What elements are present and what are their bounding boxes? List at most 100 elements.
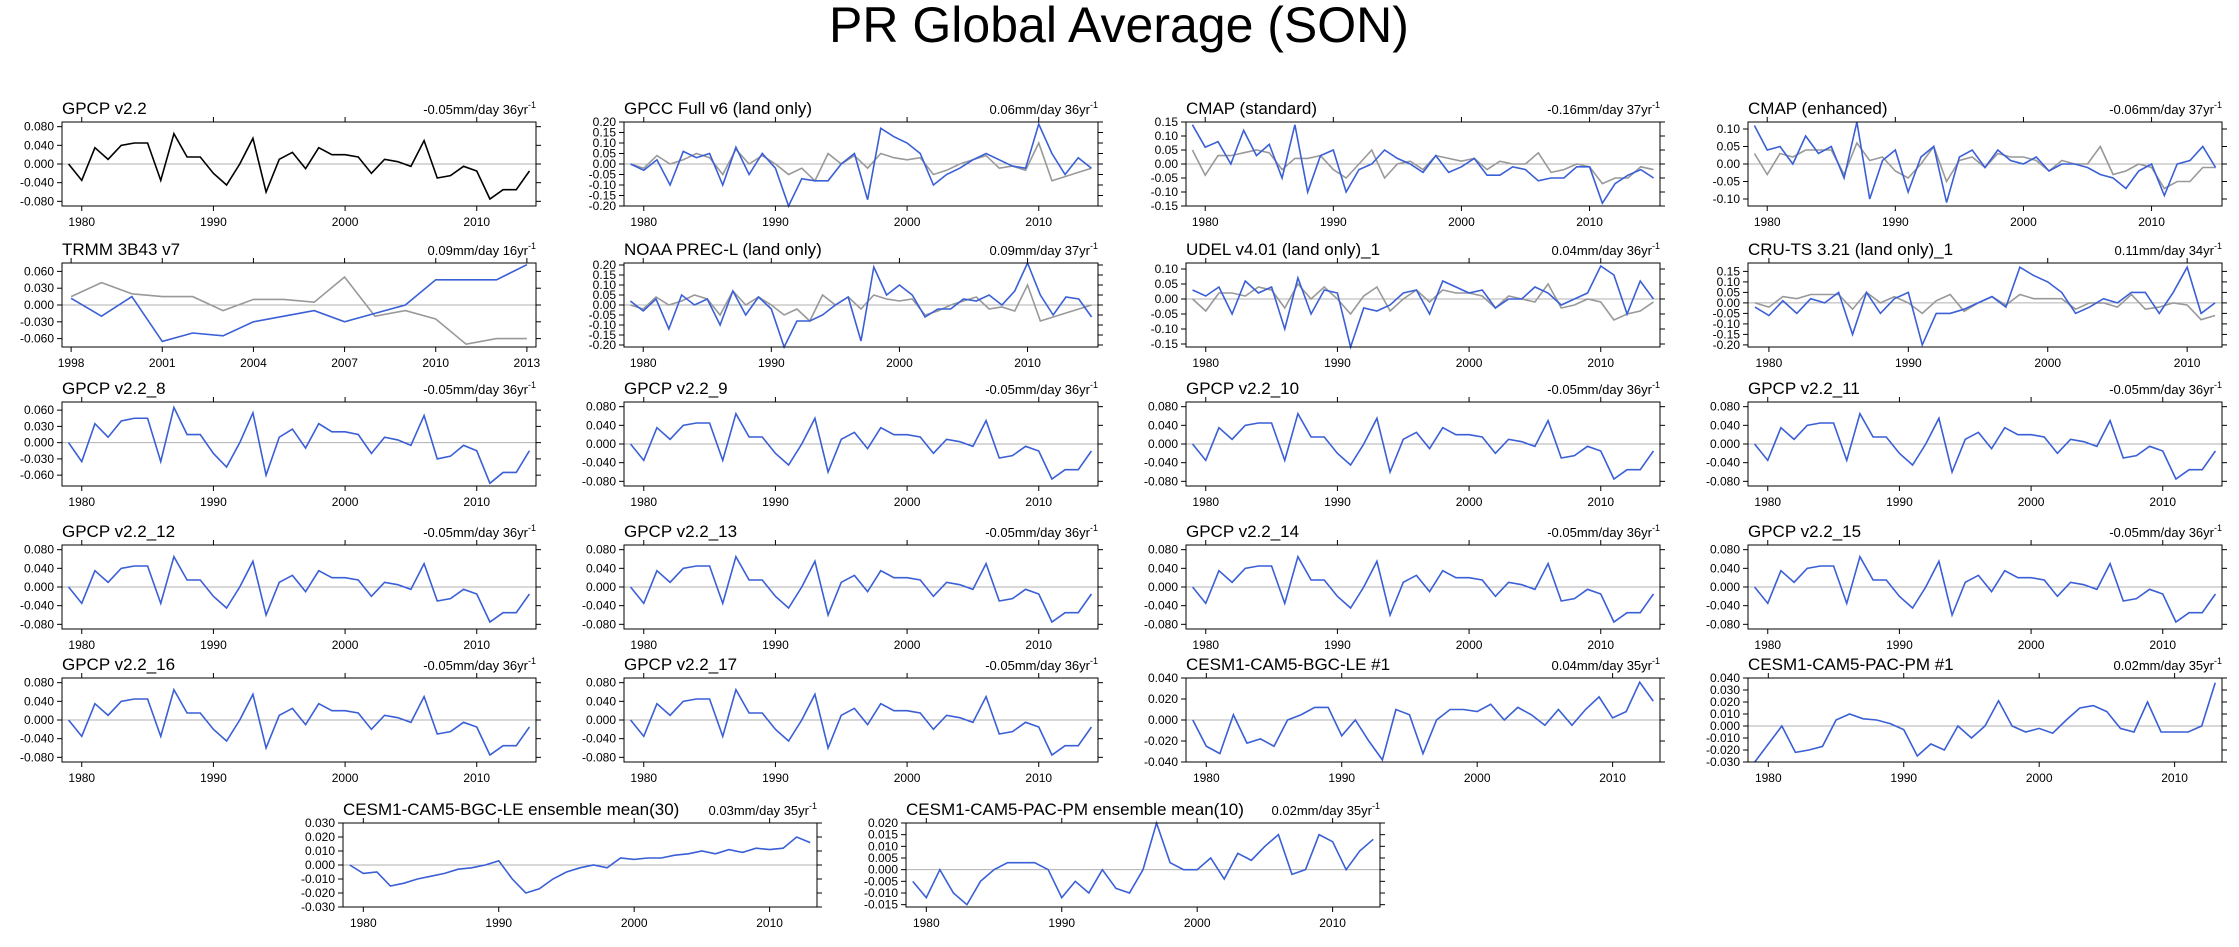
- y-tick-label: -0.040: [582, 599, 616, 613]
- y-tick-label: 0.05: [1717, 285, 1741, 299]
- data-line: [67, 687, 531, 757]
- panel-trend: 0.02mm/day 35yr-1: [1272, 801, 1380, 818]
- y-tick-label: -0.060: [20, 468, 54, 482]
- panel-trend: -0.05mm/day 36yr-1: [985, 523, 1098, 540]
- trend-exponent: -1: [2214, 656, 2222, 666]
- panel-trend: -0.05mm/day 36yr-1: [423, 523, 536, 540]
- y-tick-label: -0.005: [864, 874, 898, 888]
- y-tick-label: 0.05: [1717, 140, 1741, 154]
- y-tick-label: -0.15: [1151, 199, 1179, 213]
- data-line: [1754, 291, 2216, 321]
- y-tick-label: 0.040: [24, 694, 54, 708]
- data-line: [70, 263, 528, 343]
- panel: 0.150.100.050.00-0.05-0.10-0.15 1980 1990 2…: [1151, 99, 1665, 229]
- panel-trend: -0.05mm/day 36yr-1: [985, 380, 1098, 397]
- trend-text: -0.05mm/day 36yr: [1547, 382, 1652, 397]
- trend-exponent: -1: [1090, 380, 1098, 390]
- trend-exponent: -1: [2214, 380, 2222, 390]
- x-tick-label: 2000: [886, 356, 913, 370]
- data-line: [629, 687, 1093, 757]
- x-tick-label: 2010: [2161, 771, 2188, 785]
- panel: 0.080 0.040 0.000 -0.040 -0.080 1980 1990 2000 2…: [582, 655, 1103, 785]
- data-line: [1754, 265, 2216, 348]
- y-tick-label: -0.040: [20, 732, 54, 746]
- y-tick-label: 0.040: [1710, 671, 1740, 685]
- y-tick-label: 0.080: [1148, 543, 1178, 557]
- x-tick-label: 1980: [1192, 638, 1219, 652]
- x-tick-label: 1990: [762, 495, 789, 509]
- x-tick-label: 2010: [1319, 916, 1346, 930]
- panel-title: GPCP v2.2_8: [62, 379, 166, 398]
- y-tick-label: 0.000: [24, 580, 54, 594]
- trend-text: -0.06mm/day 37yr: [2109, 102, 2214, 117]
- x-tick-label: 2004: [240, 356, 267, 370]
- y-tick-label: -0.15: [589, 328, 617, 342]
- y-tick-label: 0.080: [24, 676, 54, 690]
- x-tick-label: 2000: [332, 638, 359, 652]
- x-tick-label: 2010: [463, 771, 490, 785]
- x-tick-label: 1980: [68, 638, 95, 652]
- panel-title: CESM1-CAM5-PAC-PM #1: [1748, 655, 1954, 674]
- y-tick-label: 0.000: [1148, 580, 1178, 594]
- y-tick-label: 0.10: [1155, 262, 1179, 276]
- data-line: [349, 836, 811, 894]
- y-tick-label: 0.15: [593, 268, 617, 282]
- y-tick-label: 0.015: [868, 828, 898, 842]
- y-tick-label: -0.020: [1706, 743, 1740, 757]
- panel-title: GPCP v2.2_14: [1186, 522, 1299, 541]
- x-tick-label: 2010: [1014, 356, 1041, 370]
- panel: 0.200.150.100.050.00-0.05-0.10-0.15-0.20…: [589, 99, 1103, 229]
- panel: 0.060 0.030 0.000 -0.030 -0.060 1998 2001 2004 2…: [20, 240, 541, 370]
- x-tick-label: 1990: [762, 638, 789, 652]
- y-tick-label: -0.080: [1144, 617, 1178, 631]
- x-tick-label: 1990: [200, 771, 227, 785]
- y-tick-label: 0.010: [1710, 707, 1740, 721]
- y-tick-label: -0.05: [589, 308, 617, 322]
- trend-text: 0.09mm/day 16yr: [428, 243, 529, 258]
- y-tick-label: -0.15: [1713, 327, 1741, 341]
- y-tick-label: -0.015: [864, 898, 898, 912]
- data-line: [1754, 682, 2216, 763]
- y-tick-label: 0.040: [586, 561, 616, 575]
- y-tick-label: 0.080: [1710, 543, 1740, 557]
- trend-exponent: -1: [528, 656, 536, 666]
- x-tick-label: 2010: [1599, 771, 1626, 785]
- x-tick-label: 2000: [332, 495, 359, 509]
- panel: 0.080 0.040 0.000 -0.040 -0.080 1980 1990 2000 2…: [1706, 379, 2227, 509]
- y-tick-label: -0.010: [1706, 731, 1740, 745]
- x-tick-label: 1990: [1328, 771, 1355, 785]
- data-line: [629, 411, 1093, 481]
- x-tick-label: 1990: [1886, 495, 1913, 509]
- panel: 0.150.100.050.00-0.05-0.10-0.15-0.20 1980…: [1713, 240, 2227, 370]
- x-tick-label: 2010: [1025, 771, 1052, 785]
- y-tick-label: 0.020: [1148, 692, 1178, 706]
- y-tick-label: -0.040: [1706, 599, 1740, 613]
- y-tick-label: 0.080: [24, 543, 54, 557]
- trend-exponent: -1: [1652, 380, 1660, 390]
- y-tick-label: -0.030: [20, 315, 54, 329]
- y-tick-label: -0.040: [1706, 456, 1740, 470]
- panel-title: GPCP v2.2_11: [1748, 379, 1860, 398]
- trend-text: -0.05mm/day 36yr: [423, 382, 528, 397]
- y-tick-label: -0.080: [1144, 474, 1178, 488]
- trend-text: -0.16mm/day 37yr: [1547, 102, 1652, 117]
- x-tick-label: 2000: [1464, 771, 1491, 785]
- y-tick-label: 0.000: [24, 157, 54, 171]
- y-tick-label: -0.10: [1151, 322, 1179, 336]
- x-tick-label: 1980: [630, 638, 657, 652]
- x-tick-label: 2010: [2138, 215, 2165, 229]
- x-tick-label: 2010: [2149, 495, 2176, 509]
- y-tick-label: 0.030: [24, 281, 54, 295]
- y-tick-label: 0.040: [1710, 561, 1740, 575]
- y-tick-label: 0.010: [305, 844, 335, 858]
- data-line: [1753, 554, 2217, 624]
- x-tick-label: 2000: [1456, 356, 1483, 370]
- x-tick-label: 2010: [422, 356, 449, 370]
- panel-title: GPCP v2.2_15: [1748, 522, 1861, 541]
- panel-trend: 0.09mm/day 16yr-1: [428, 241, 536, 258]
- trend-exponent: -1: [1090, 656, 1098, 666]
- panel-title: GPCP v2.2: [62, 99, 147, 118]
- panel-title: CMAP (standard): [1186, 99, 1317, 118]
